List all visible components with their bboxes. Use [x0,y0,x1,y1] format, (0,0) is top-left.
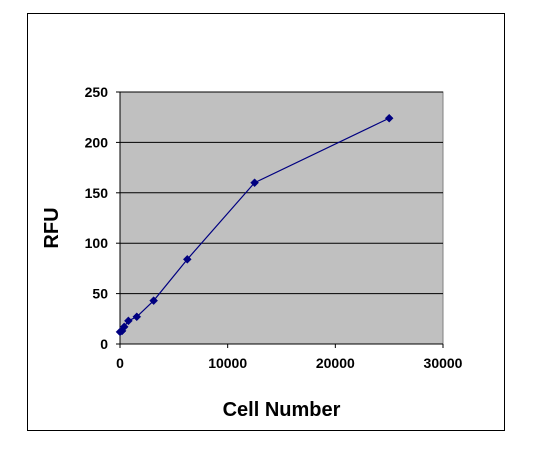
axes [116,91,444,348]
line-chart: 0 50 100 150 200 250 0 10000 20000 30000 RFU Cel… [41,84,463,421]
y-axis-title: RFU [41,207,63,248]
data-point-marker [132,312,142,322]
data-point-marker [149,296,158,306]
y-tick-label: 150 [85,185,109,201]
x-tick-label: 10000 [208,355,247,371]
chart-container: 0 50 100 150 200 250 0 10000 20000 30000 RFU Cel… [27,13,505,431]
y-tick-label: 200 [85,134,109,150]
data-point-marker [384,113,394,123]
data-point-marker [124,316,133,326]
y-tick-label: 100 [85,235,109,251]
data-point-marker [119,322,129,332]
x-tick-label: 30000 [424,355,463,371]
data-point-marker [250,178,259,188]
x-tick-label: 0 [116,355,124,371]
y-tick-label: 0 [100,336,108,352]
x-tick-labels: 0 10000 20000 30000 [116,355,463,371]
y-tick-label: 250 [85,84,109,100]
y-tick-labels: 0 50 100 150 200 250 [85,84,109,352]
y-tick-label: 50 [92,286,108,302]
x-tick-label: 20000 [316,355,355,371]
data-point-marker [182,254,192,264]
data-series [115,113,394,337]
grid-lines [120,91,443,295]
plot-area [119,91,444,345]
x-axis-title: Cell Number [223,399,341,421]
